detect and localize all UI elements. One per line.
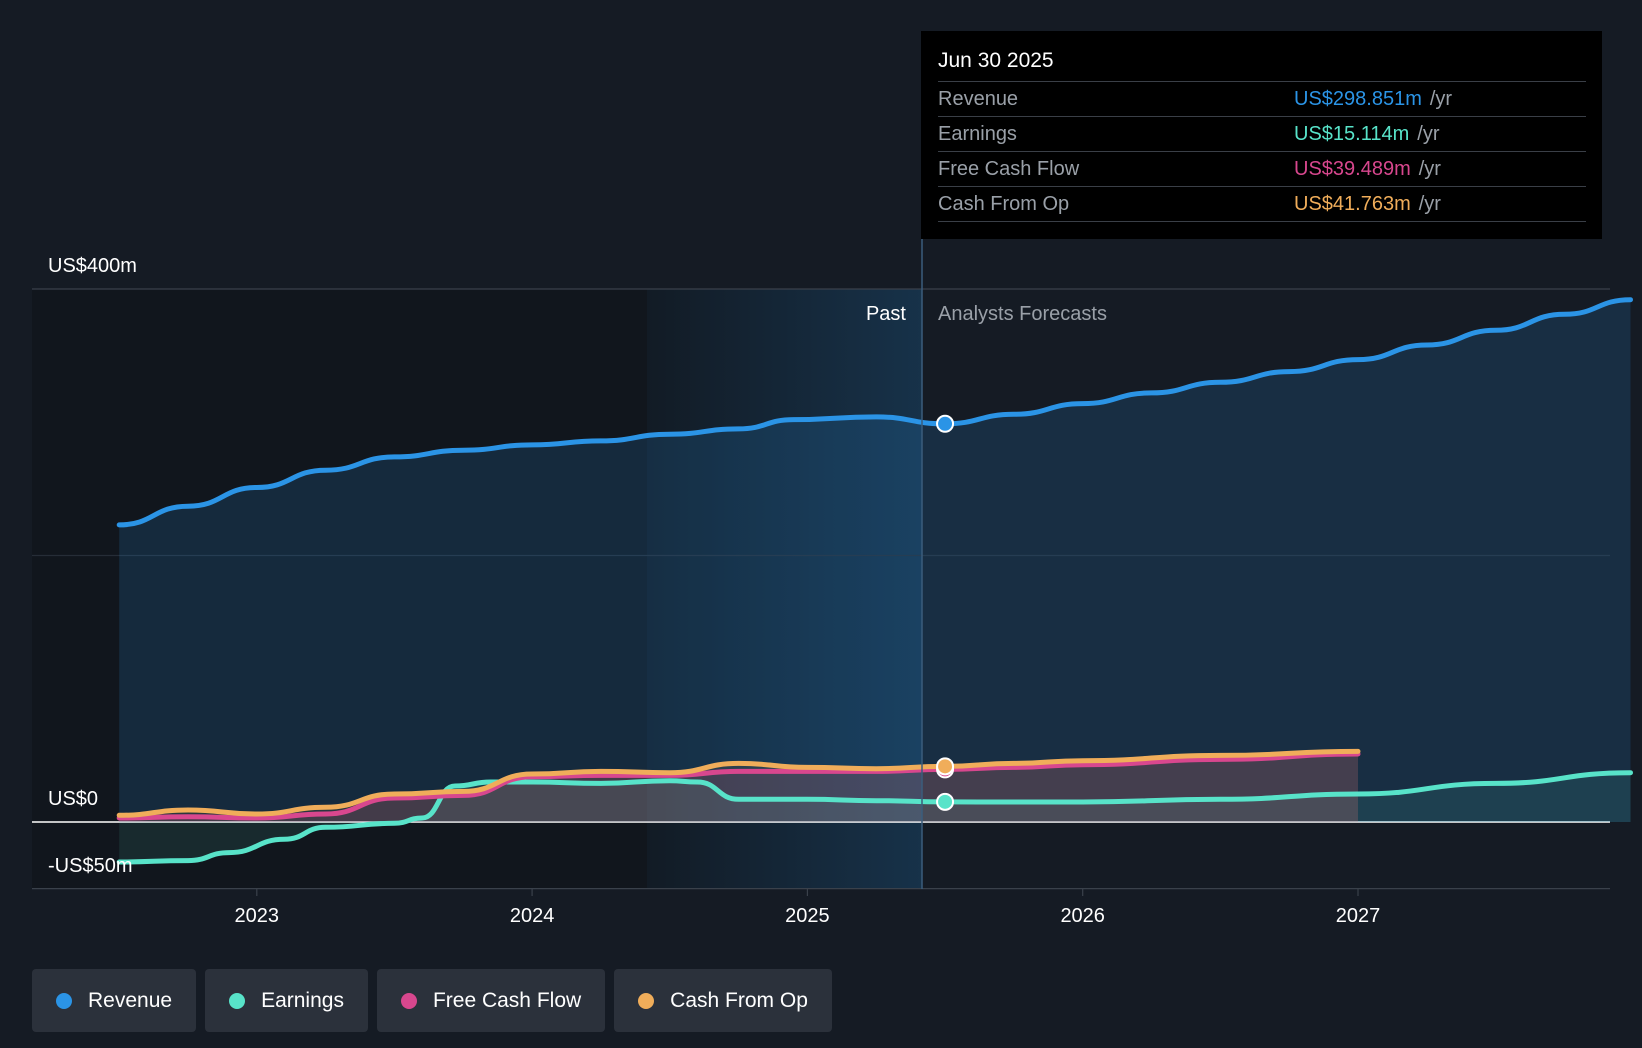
x-axis-ticks: 2023 2024 2025 2026 2027: [235, 889, 1381, 927]
x-tick-label: 2025: [785, 905, 830, 927]
revenue-area: [119, 299, 1631, 822]
series-lines: [116, 297, 1633, 865]
tooltip-label: Revenue: [938, 87, 1019, 110]
tooltip-value: US$15.114m: [1294, 122, 1410, 145]
legend-label: Revenue: [88, 988, 173, 1012]
legend-label: Cash From Op: [670, 988, 808, 1012]
tooltip-label: Cash From Op: [938, 192, 1070, 215]
legend: Revenue Earnings Free Cash Flow Cash Fro…: [32, 969, 832, 1032]
y-label-0: US$0: [48, 788, 98, 810]
tooltip-date: Jun 30 2025: [938, 45, 1586, 82]
legend-cash-from-op[interactable]: Cash From Op: [614, 969, 832, 1032]
tooltip-unit: /yr: [1418, 192, 1441, 215]
x-tick-label: 2024: [510, 905, 555, 927]
free-cash-flow-line: [116, 751, 1361, 821]
cash-from-op-line: [116, 748, 1361, 818]
hover-markers: [936, 414, 955, 811]
legend-dot-icon: [400, 992, 417, 1009]
tooltip-unit: /yr: [1429, 87, 1453, 110]
y-label-neg50: -US$50m: [48, 855, 132, 877]
legend-dot-icon: [229, 992, 246, 1009]
past-highlight-region: [647, 289, 922, 889]
legend-revenue[interactable]: Revenue: [32, 969, 197, 1032]
past-label: Past: [866, 303, 906, 325]
revenue-line: [116, 297, 1633, 528]
forecast-label: Analysts Forecasts: [938, 303, 1107, 325]
free-cash-flow-area: [119, 754, 1359, 822]
legend-dot-icon: [638, 992, 655, 1009]
earnings-marker: [936, 792, 955, 811]
tooltip-unit: /yr: [1417, 122, 1440, 145]
tooltip-row-fcf: Free Cash Flow US$39.489m /yr: [938, 152, 1586, 187]
tooltip: Jun 30 2025 Revenue US$298.851m /yr Earn…: [921, 31, 1602, 239]
legend-label: Free Cash Flow: [432, 988, 582, 1012]
earnings-line: [116, 770, 1633, 865]
legend-earnings[interactable]: Earnings: [205, 969, 368, 1032]
cash-from-op-marker: [936, 757, 955, 776]
legend-dot-icon: [56, 992, 72, 1009]
tooltip-value: US$39.489m: [1294, 157, 1411, 180]
x-tick-label: 2027: [1336, 905, 1381, 927]
tooltip-value: US$41.763m: [1294, 192, 1411, 215]
revenue-marker: [936, 414, 955, 433]
tooltip-row-cfo: Cash From Op US$41.763m /yr: [938, 187, 1586, 222]
x-tick-label: 2026: [1060, 905, 1105, 927]
tooltip-label: Free Cash Flow: [938, 157, 1080, 180]
legend-free-cash-flow[interactable]: Free Cash Flow: [376, 969, 606, 1032]
tooltip-row-revenue: Revenue US$298.851m /yr: [938, 82, 1586, 117]
tooltip-row-earnings: Earnings US$15.114m /yr: [938, 117, 1586, 152]
tooltip-label: Earnings: [938, 122, 1017, 145]
y-label-400: US$400m: [48, 255, 137, 277]
legend-label: Earnings: [261, 988, 344, 1012]
earnings-area: [119, 772, 1631, 862]
series-areas: [119, 299, 1631, 862]
x-tick-label: 2023: [235, 905, 280, 927]
tooltip-unit: /yr: [1418, 157, 1441, 180]
gridlines: [32, 288, 1610, 890]
tooltip-value: US$298.851m: [1294, 87, 1422, 110]
